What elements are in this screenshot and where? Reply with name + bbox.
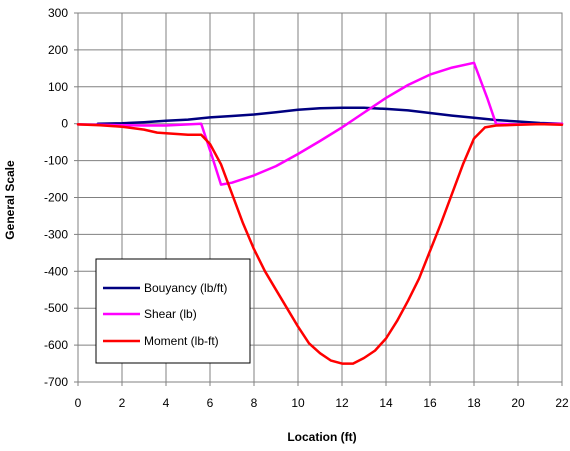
y-tick-label: -300 <box>44 227 68 241</box>
x-tick-label: 2 <box>119 396 126 410</box>
x-tick-label: 20 <box>511 396 525 410</box>
x-tick-label: 8 <box>251 396 258 410</box>
x-tick-label: 6 <box>207 396 214 410</box>
y-axis: -700 -600 -500 -400 -300 -200 -100 0 100 200 300 <box>44 6 78 389</box>
legend: Bouyancy (lb/ft) Shear (lb) Moment (lb-ft) <box>95 258 251 364</box>
y-tick-label: -500 <box>44 301 68 315</box>
x-axis: 0 2 4 6 8 10 12 14 16 18 20 22 <box>75 382 569 410</box>
y-tick-label: -700 <box>44 375 68 389</box>
x-tick-label: 22 <box>555 396 569 410</box>
y-tick-label: -100 <box>44 154 68 168</box>
y-tick-label: 100 <box>48 80 68 94</box>
y-tick-label: -400 <box>44 264 68 278</box>
x-tick-label: 16 <box>423 396 437 410</box>
legend-label: Shear (lb) <box>144 307 197 321</box>
legend-label: Moment (lb-ft) <box>144 334 219 348</box>
y-tick-label: -200 <box>44 191 68 205</box>
y-axis-title: General Scale <box>3 160 17 240</box>
x-tick-label: 12 <box>335 396 349 410</box>
series-line-1 <box>96 106 564 125</box>
series-group <box>76 61 564 365</box>
y-tick-label: 300 <box>48 6 68 20</box>
series-line-3 <box>76 122 564 365</box>
x-tick-label: 0 <box>75 396 82 410</box>
y-tick-label: -600 <box>44 338 68 352</box>
legend-label: Bouyancy (lb/ft) <box>144 281 227 295</box>
series-line-2 <box>76 61 564 186</box>
y-tick-label: 200 <box>48 43 68 57</box>
x-axis-title: Location (ft) <box>287 430 356 444</box>
x-tick-label: 18 <box>467 396 481 410</box>
x-tick-label: 10 <box>291 396 305 410</box>
x-tick-label: 4 <box>163 396 170 410</box>
y-tick-label: 0 <box>61 117 68 131</box>
legend-box <box>95 258 251 364</box>
x-tick-label: 14 <box>379 396 393 410</box>
